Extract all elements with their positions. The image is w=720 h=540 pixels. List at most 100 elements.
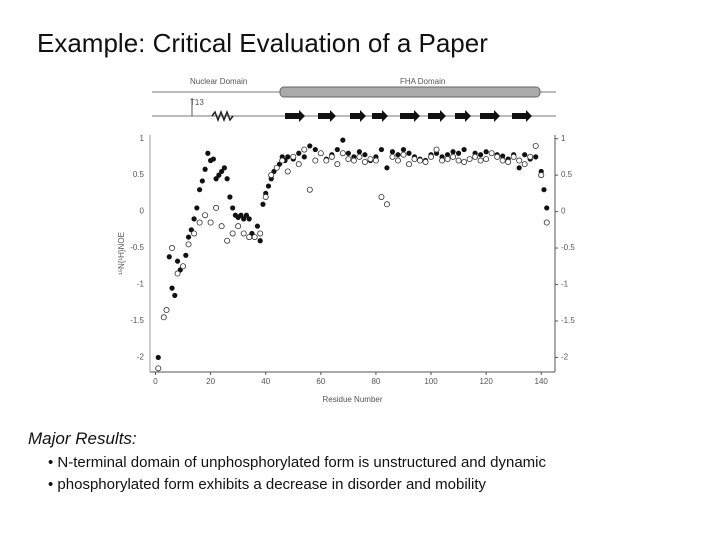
domain-label: FHA Domain <box>400 77 445 86</box>
data-point <box>411 156 418 163</box>
data-point <box>384 165 390 171</box>
y-tick-label: -1.5 <box>130 316 144 325</box>
x-tick-label: 100 <box>424 377 438 386</box>
data-point <box>522 152 528 158</box>
data-point <box>196 219 203 226</box>
data-point <box>483 156 490 163</box>
data-point <box>334 146 340 153</box>
data-point <box>218 223 225 230</box>
data-point <box>243 212 250 218</box>
data-point <box>444 156 451 163</box>
data-point <box>295 161 302 168</box>
fha-domain-bar <box>279 86 541 98</box>
data-point <box>268 172 275 179</box>
data-point <box>216 172 222 178</box>
data-point <box>307 143 313 149</box>
data-point <box>361 158 368 165</box>
data-point <box>155 365 162 372</box>
data-point <box>202 166 208 172</box>
x-tick-label: 20 <box>206 377 215 386</box>
data-point <box>205 150 211 156</box>
data-point <box>378 146 385 153</box>
data-point <box>362 152 368 158</box>
data-point <box>350 157 357 164</box>
bullet: • phosphorylated form exhibits a decreas… <box>48 476 486 493</box>
helix <box>211 109 234 123</box>
data-point <box>543 219 550 226</box>
data-point <box>290 153 297 160</box>
data-point <box>510 153 517 160</box>
data-point <box>455 150 462 156</box>
data-point <box>219 168 225 175</box>
data-point <box>213 176 219 182</box>
data-point <box>439 157 446 164</box>
data-point <box>246 216 252 222</box>
domain-label: T13 <box>190 98 204 107</box>
results-heading: Major Results: <box>28 429 137 448</box>
strands <box>285 110 532 122</box>
y2-tick-label: -2 <box>561 353 569 362</box>
data-point <box>394 157 401 164</box>
data-point <box>461 146 467 153</box>
y-tick-label: 0 <box>140 207 145 216</box>
data-point <box>505 158 512 165</box>
data-point <box>296 150 302 156</box>
y-tick-label: -0.5 <box>130 243 144 252</box>
data-point <box>516 157 523 164</box>
data-point <box>227 194 233 200</box>
data-point <box>483 149 489 155</box>
data-point <box>199 178 205 184</box>
data-point <box>241 216 247 222</box>
data-point <box>400 146 407 153</box>
data-point <box>405 161 412 168</box>
x-tick-label: 0 <box>153 377 158 386</box>
data-point <box>317 150 324 157</box>
data-point <box>191 230 198 237</box>
y2-tick-label: 0 <box>561 207 566 216</box>
data-point <box>400 151 407 158</box>
data-point <box>185 241 192 248</box>
data-point <box>378 193 385 200</box>
data-point <box>180 263 187 270</box>
data-point <box>339 150 346 157</box>
y2-tick-label: -0.5 <box>561 243 575 252</box>
data-point <box>444 152 451 158</box>
data-point <box>455 157 462 164</box>
data-point <box>196 187 203 193</box>
data-point <box>345 150 351 156</box>
y2-tick-label: 1 <box>561 134 566 143</box>
data-point <box>265 183 272 189</box>
data-point <box>367 156 374 163</box>
data-point <box>532 142 539 149</box>
bullet: • N-terminal domain of unphosphorylated … <box>48 454 546 471</box>
data-point <box>229 230 236 237</box>
data-point <box>461 158 468 165</box>
data-point <box>544 205 550 211</box>
data-point <box>500 153 506 159</box>
data-point <box>340 137 346 143</box>
data-point <box>428 153 435 160</box>
data-point <box>183 252 189 258</box>
data-point <box>166 254 172 260</box>
data-point <box>356 153 363 160</box>
data-point <box>521 161 528 168</box>
x-tick-label: 40 <box>261 377 270 386</box>
data-point <box>240 230 247 237</box>
data-point <box>169 245 176 252</box>
data-point <box>238 212 244 218</box>
data-point <box>224 237 231 244</box>
y-tick-label: -1 <box>137 280 145 289</box>
data-point <box>516 165 522 171</box>
data-point <box>389 153 396 160</box>
data-point <box>372 157 379 164</box>
y-axis-label: ¹⁵N{¹H}NOE <box>117 232 126 275</box>
x-tick-label: 140 <box>535 377 549 386</box>
x-axis-label: Residue Number <box>322 395 382 404</box>
data-point <box>191 216 197 222</box>
data-point <box>356 149 362 155</box>
data-point <box>450 153 457 160</box>
data-point <box>185 234 192 240</box>
data-point <box>155 354 161 361</box>
data-point <box>301 154 307 160</box>
